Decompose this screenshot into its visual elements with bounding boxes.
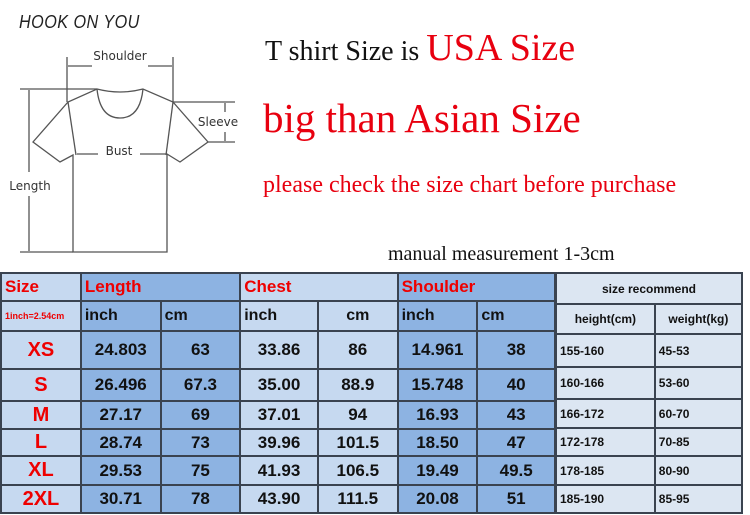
recommend-row: 166-172 60-70 [555,398,744,429]
measurement-cell: 37.01 [239,400,319,430]
measurement-cell: 14.961 [396,330,479,370]
size-label: L [0,428,82,457]
unit-header: inch [239,300,319,332]
measurement-cell: 41.93 [239,455,319,486]
height-range: 172-178 [555,427,656,457]
height-range: 166-172 [555,398,656,429]
diagram-sleeve-label: Sleeve [198,115,238,129]
unit-header: inch [396,300,479,332]
headline-line1: T shirt Size is USA Size [265,26,575,70]
weight-range: 85-95 [653,484,744,514]
measurement-cell: 111.5 [316,484,399,514]
diagram-bust-label: Bust [106,144,133,158]
measurement-cell: 43 [476,400,556,430]
headline-line3: please check the size chart before purch… [263,172,677,198]
headline-usa-size: USA Size [426,27,576,69]
size-row: S 26.496 67.3 35.00 88.9 15.748 40 [0,368,556,402]
diagram-shoulder-label: Shoulder [93,49,147,63]
tshirt-collar [96,88,144,119]
weight-range: 60-70 [653,398,744,429]
chest-header: Chest [239,272,399,302]
recommend-row: 172-178 70-85 [555,427,744,457]
size-header: Size [0,272,82,302]
measurement-cell: 40 [476,368,556,402]
size-recommend-table: size recommend height(cm) weight(kg) 155… [555,272,744,514]
measurement-cell: 30.71 [79,484,162,514]
measurement-cell: 101.5 [316,428,399,457]
unit-header: cm [159,300,242,332]
measurement-cell: 26.496 [79,368,162,402]
size-label: M [0,400,82,430]
measurement-cell: 24.803 [79,330,162,370]
recommend-row: 178-185 80-90 [555,455,744,486]
recommend-row: 160-166 53-60 [555,366,744,400]
measurement-cell: 20.08 [396,484,479,514]
measurement-cell: 94 [316,400,399,430]
size-row: 2XL 30.71 78 43.90 111.5 20.08 51 [0,484,556,514]
measurement-cell: 69 [159,400,242,430]
size-label: XS [0,330,82,370]
length-header: Length [79,272,242,302]
diagram-length-label: Length [9,179,50,193]
recommend-row: 155-160 45-53 [555,333,744,368]
shoulder-header: Shoulder [396,272,557,302]
brand-logo: HOOK ON YOU [19,12,140,32]
recommend-title: size recommend [555,272,743,305]
measurement-cell: 106.5 [316,455,399,486]
measurement-cell: 49.5 [476,455,556,486]
weight-range: 53-60 [653,366,744,400]
measurement-cell: 19.49 [396,455,479,486]
measurement-cell: 51 [476,484,556,514]
size-row: XL 29.53 75 41.93 106.5 19.49 49.5 [0,455,556,486]
size-label: XL [0,455,82,486]
conversion-note: 1inch=2.54cm [0,300,82,332]
weight-range: 80-90 [653,455,744,486]
height-range: 155-160 [555,333,656,368]
height-range: 185-190 [555,484,656,514]
measurement-cell: 35.00 [239,368,319,402]
measurement-cell: 67.3 [159,368,242,402]
recommend-row: 185-190 85-95 [555,484,744,514]
unit-header: cm [316,300,399,332]
weight-range: 70-85 [653,427,744,457]
measurement-cell: 43.90 [239,484,319,514]
height-range: 160-166 [555,366,656,400]
tshirt-outline [32,88,209,253]
measurement-cell: 47 [476,428,556,457]
measurement-cell: 16.93 [396,400,479,430]
measurement-cell: 29.53 [79,455,162,486]
headline-prefix: T shirt Size is [265,36,427,67]
size-table: Size Length Chest Shoulder 1inch=2.54cm … [0,272,557,514]
weight-range: 45-53 [653,333,744,368]
measurement-cell: 88.9 [316,368,399,402]
headline-line2: big than Asian Size [263,95,581,141]
size-row: L 28.74 73 39.96 101.5 18.50 47 [0,428,556,457]
height-range: 178-185 [555,455,656,486]
measurement-cell: 78 [159,484,242,514]
measurement-cell: 28.74 [79,428,162,457]
measurement-cell: 75 [159,455,242,486]
unit-header: cm [476,300,556,332]
measurement-cell: 38 [476,330,556,370]
measurement-cell: 73 [159,428,242,457]
unit-header: inch [79,300,162,332]
measurement-cell: 63 [159,330,242,370]
measurement-cell: 27.17 [79,400,162,430]
size-label: 2XL [0,484,82,514]
weight-header: weight(kg) [653,303,744,335]
measurement-cell: 15.748 [396,368,479,402]
measurement-cell: 86 [316,330,399,370]
measurement-cell: 39.96 [239,428,319,457]
size-label: S [0,368,82,402]
measurement-note: manual measurement 1-3cm [388,243,615,265]
height-header: height(cm) [555,303,656,335]
size-row: M 27.17 69 37.01 94 16.93 43 [0,400,556,430]
tshirt-diagram: Shoulder Sleeve Bust Length [9,49,238,253]
size-row: XS 24.803 63 33.86 86 14.961 38 [0,330,556,370]
measurement-cell: 33.86 [239,330,319,370]
measurement-cell: 18.50 [396,428,479,457]
